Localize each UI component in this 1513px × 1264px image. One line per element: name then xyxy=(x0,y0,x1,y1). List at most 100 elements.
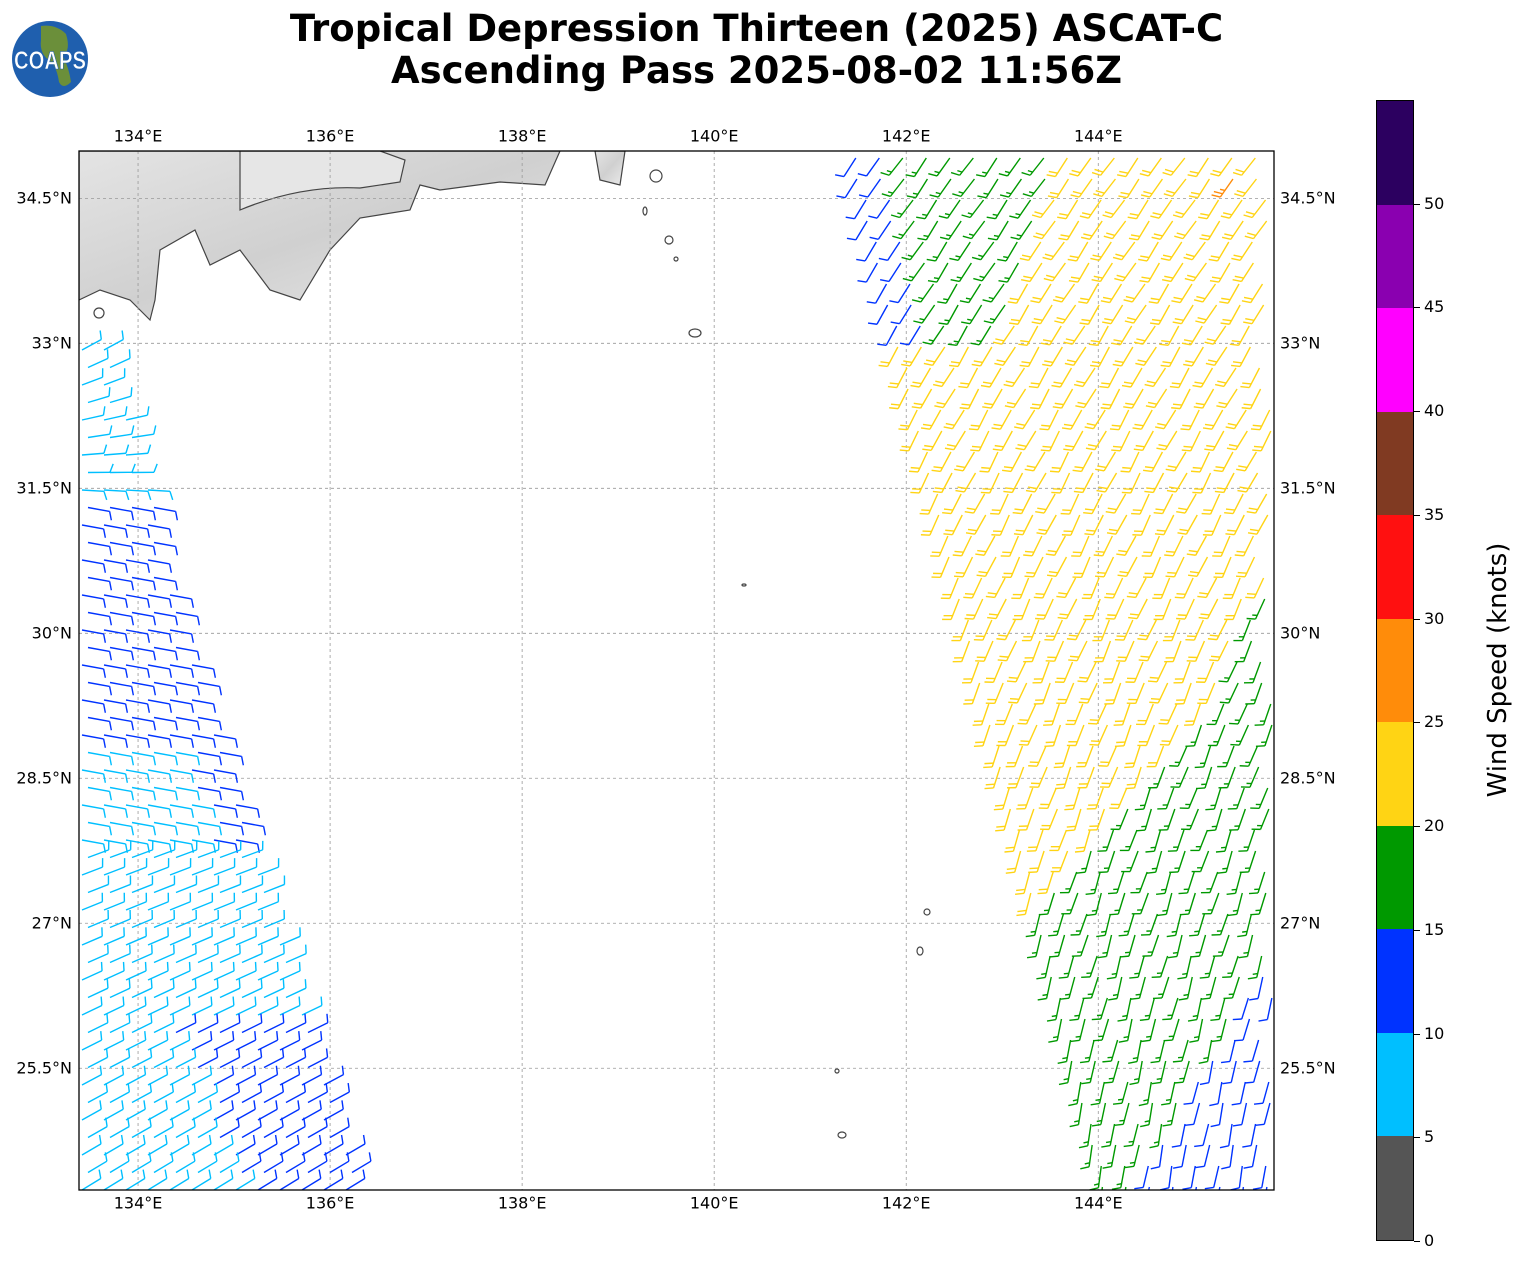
wind-barb xyxy=(1192,472,1212,494)
wind-barb xyxy=(351,1152,372,1174)
wind-barb xyxy=(191,996,213,1016)
wind-barb xyxy=(1030,283,1052,304)
wind-barb xyxy=(1155,409,1177,430)
wind-barb xyxy=(1151,955,1169,978)
wind-barb xyxy=(1132,409,1153,430)
wind-barb xyxy=(103,559,129,573)
wind-barb xyxy=(153,541,179,556)
wind-barb xyxy=(109,646,135,661)
wind-barb xyxy=(908,451,929,473)
lat-label-right: 28.5°N xyxy=(1280,768,1336,788)
wind-barb xyxy=(1046,157,1068,178)
wind-barb xyxy=(1110,808,1129,831)
wind-barb xyxy=(197,979,219,999)
wind-barb xyxy=(1154,514,1175,536)
wind-barb xyxy=(109,425,135,439)
wind-barb xyxy=(1067,241,1089,262)
wind-barb xyxy=(1243,304,1265,325)
wind-barb xyxy=(1130,976,1146,1000)
wind-barb xyxy=(1134,1165,1149,1190)
wind-barb xyxy=(125,927,147,946)
wind-barb xyxy=(81,629,107,643)
wind-barb xyxy=(131,463,158,474)
wind-barb xyxy=(999,178,1023,198)
lat-label-left: 33°N xyxy=(31,333,72,353)
wind-barb xyxy=(103,444,130,456)
wind-barb xyxy=(147,804,173,818)
wind-barb xyxy=(1150,1039,1166,1064)
wind-barb xyxy=(103,858,126,876)
wind-barb xyxy=(1146,850,1163,874)
wind-barb xyxy=(219,944,241,964)
colorbar-tick: 40 xyxy=(1414,401,1444,420)
wind-barb xyxy=(235,1134,256,1156)
wind-barb xyxy=(947,325,968,347)
wind-barb xyxy=(103,1134,124,1156)
wind-barb xyxy=(169,892,192,911)
wind-barb xyxy=(153,716,179,731)
wind-barb xyxy=(1250,409,1271,431)
colorbar-tick: 20 xyxy=(1414,816,1444,835)
wind-barb xyxy=(858,178,882,198)
wind-barb xyxy=(125,858,148,876)
wind-barb xyxy=(279,1100,300,1121)
wind-barb xyxy=(932,367,955,388)
wind-barbs xyxy=(81,157,1273,1190)
wind-barb xyxy=(887,367,908,389)
wind-barb xyxy=(1020,262,1043,283)
wind-barb xyxy=(1227,787,1245,810)
wind-barb xyxy=(1084,514,1104,536)
wind-barb xyxy=(1102,304,1124,325)
wind-barb xyxy=(301,1031,323,1051)
wind-barb xyxy=(131,716,157,731)
wind-barb xyxy=(1183,1081,1199,1105)
wind-barb xyxy=(892,220,915,240)
wind-barb xyxy=(1124,1144,1140,1169)
wind-barb xyxy=(911,283,935,303)
wind-barb xyxy=(998,262,1019,283)
wind-barb xyxy=(1241,388,1262,410)
wind-barb xyxy=(889,388,909,410)
wind-barb xyxy=(175,944,197,964)
wind-barb xyxy=(890,199,914,219)
wind-barb xyxy=(931,451,952,473)
wind-barb xyxy=(995,703,1013,726)
wind-barb xyxy=(1209,262,1231,283)
wind-barb xyxy=(1181,430,1201,452)
wind-barb xyxy=(1021,619,1040,642)
wind-barb xyxy=(235,927,257,946)
wind-barb xyxy=(845,199,867,220)
wind-barb xyxy=(1120,451,1140,473)
wind-barb xyxy=(147,1065,169,1086)
wind-barb xyxy=(1100,283,1123,304)
wind-barb xyxy=(131,646,157,661)
wind-barb xyxy=(153,611,179,626)
wind-barb xyxy=(1048,1018,1063,1043)
wind-barb xyxy=(81,734,107,748)
wind-barb xyxy=(977,178,999,199)
wind-barb xyxy=(285,1048,307,1069)
wind-barb xyxy=(87,910,110,929)
wind-barb xyxy=(1082,976,1099,1000)
wind-barb xyxy=(959,283,982,304)
wind-barb xyxy=(153,944,175,964)
wind-barb xyxy=(998,157,1021,177)
wind-barb xyxy=(1209,1081,1223,1107)
wind-barb xyxy=(1215,829,1232,853)
lat-label-left: 27°N xyxy=(31,913,72,933)
lon-label-top: 136°E xyxy=(305,126,355,146)
wind-barb xyxy=(901,241,924,261)
wind-barb xyxy=(1112,346,1134,367)
wind-barb xyxy=(213,996,235,1016)
wind-barb xyxy=(1232,262,1254,283)
wind-barb xyxy=(1195,766,1213,790)
lat-label-left: 30°N xyxy=(31,623,72,643)
wind-barb xyxy=(81,406,106,421)
wind-barb xyxy=(81,444,108,456)
wind-barb xyxy=(950,262,972,283)
wind-barb xyxy=(1185,724,1203,747)
wind-barb xyxy=(257,961,279,981)
wind-barb xyxy=(175,646,201,661)
colorbar-segment xyxy=(1377,929,1413,1033)
wind-barb xyxy=(1171,388,1191,410)
